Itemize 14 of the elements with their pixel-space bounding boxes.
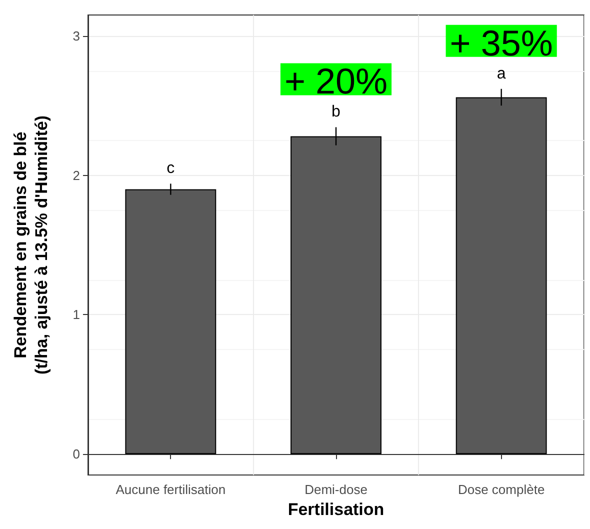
annotation: + 35%: [450, 22, 553, 64]
y-tick-label: 3: [72, 28, 80, 44]
y-tick-label: 1: [72, 307, 80, 322]
annotation: b: [332, 104, 341, 121]
x-tick-label: Dose complète: [458, 482, 545, 497]
annotation: + 20%: [284, 60, 388, 102]
y-tick-label: 2: [72, 168, 80, 183]
x-tick-label: Aucune fertilisation: [116, 482, 226, 497]
annotation: c: [166, 160, 175, 178]
y-tick-label: 0: [72, 446, 80, 462]
y-axis-title: Rendement en grains de blé (t/ha, ajusté à 13.5% d'Humidité): [11, 115, 51, 375]
x-axis-title: Fertilisation: [288, 500, 384, 519]
x-tick-label: Demi-dose: [304, 482, 368, 497]
annotation: a: [496, 65, 506, 82]
